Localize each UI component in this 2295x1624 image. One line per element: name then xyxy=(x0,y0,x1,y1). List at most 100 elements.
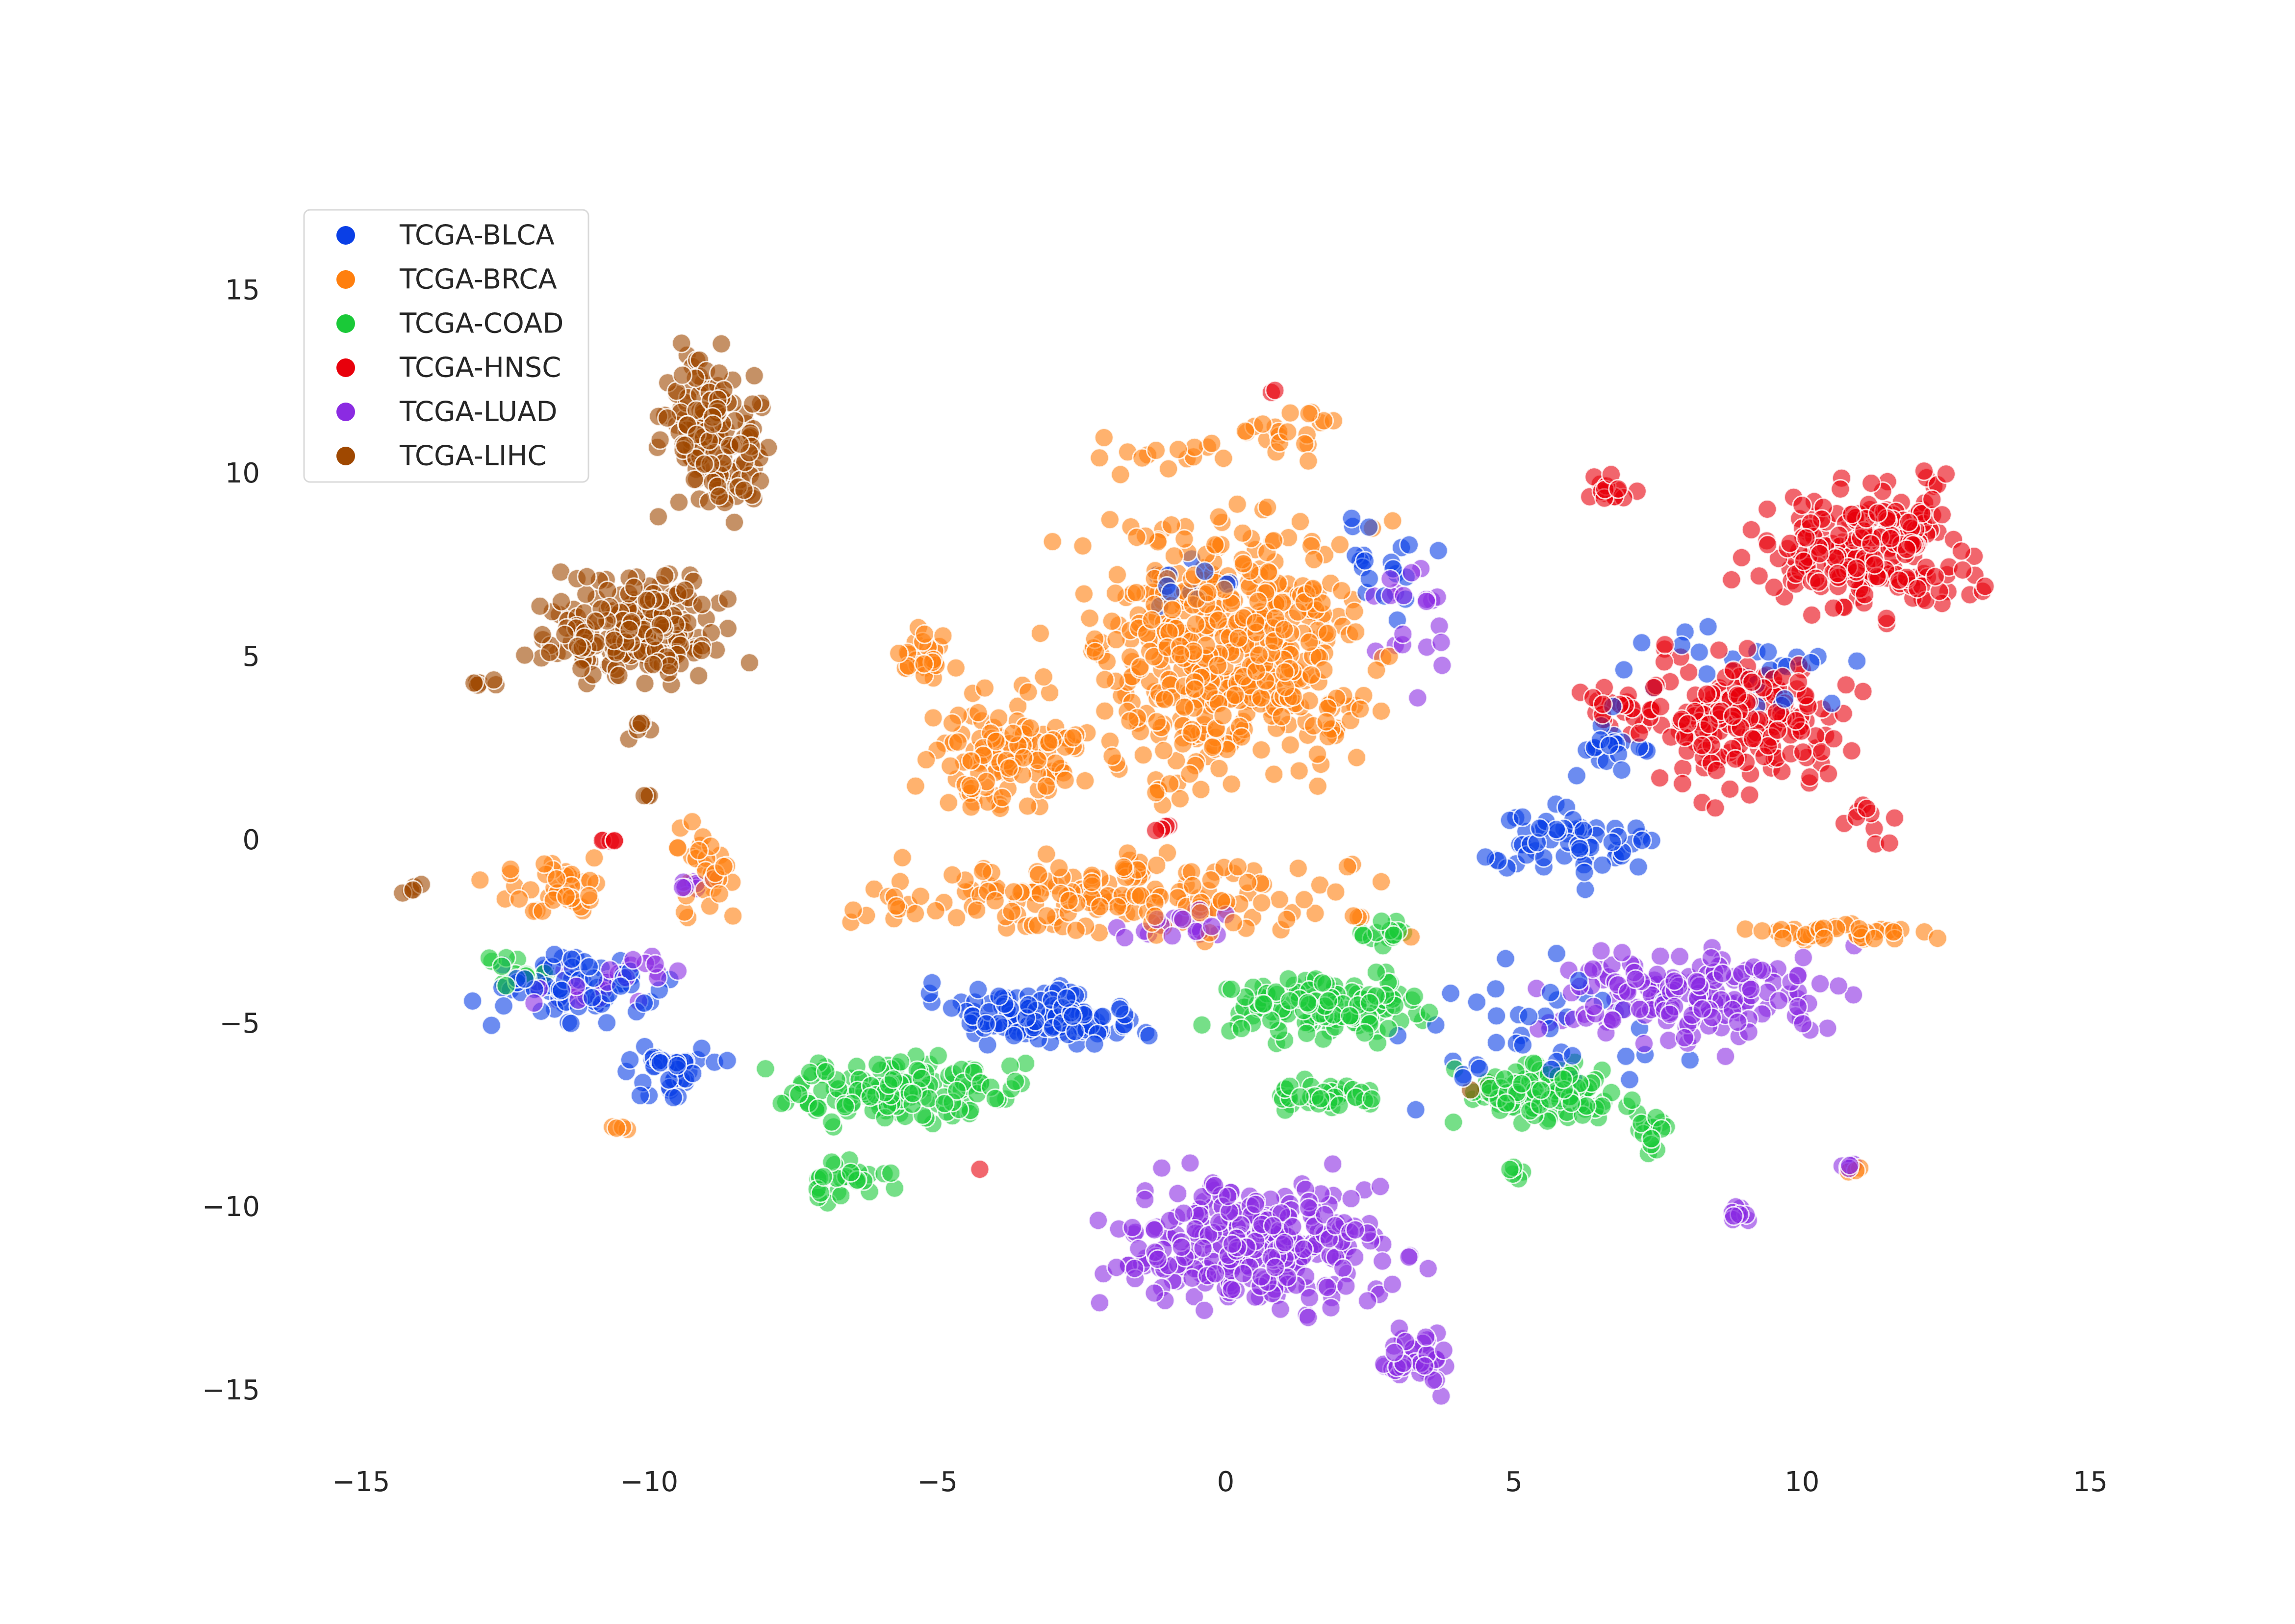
data-point-tcga-luad xyxy=(1792,1014,1813,1034)
data-point-tcga-coad xyxy=(1361,1089,1382,1109)
data-point-tcga-luad xyxy=(1393,585,1414,606)
data-point-tcga-brca xyxy=(1329,534,1350,555)
data-point-tcga-brca xyxy=(960,775,980,796)
data-point-tcga-brca xyxy=(972,861,993,882)
data-point-tcga-brca xyxy=(1130,657,1150,677)
data-point-tcga-luad xyxy=(1294,1239,1314,1259)
data-point-tcga-luad xyxy=(1151,1158,1172,1178)
data-point-tcga-brca xyxy=(1337,857,1358,877)
data-point-tcga-blca xyxy=(1486,1032,1506,1053)
data-point-tcga-brca xyxy=(1105,583,1125,604)
data-point-tcga-brca xyxy=(1030,623,1050,644)
data-point-tcga-coad xyxy=(911,1068,932,1089)
data-point-tcga-brca xyxy=(1752,921,1772,941)
data-point-tcga-luad xyxy=(1298,1307,1319,1328)
data-point-tcga-luad xyxy=(1089,1293,1110,1313)
data-point-tcga-hnsc xyxy=(1936,464,1956,484)
data-point-tcga-hnsc xyxy=(1655,634,1675,655)
data-point-tcga-brca xyxy=(1773,928,1793,949)
data-point-tcga-brca xyxy=(1170,788,1190,809)
data-point-tcga-luad xyxy=(1724,1206,1744,1226)
data-point-tcga-hnsc xyxy=(1723,706,1743,726)
data-point-tcga-luad xyxy=(1233,1264,1253,1284)
data-point-tcga-blca xyxy=(1359,568,1379,589)
data-point-tcga-hnsc xyxy=(1828,563,1848,584)
data-point-tcga-lihc xyxy=(711,333,732,354)
data-point-tcga-luad xyxy=(1135,1189,1155,1210)
data-point-tcga-brca xyxy=(1154,689,1175,710)
data-point-tcga-brca xyxy=(1290,511,1310,532)
data-point-tcga-brca xyxy=(1213,448,1234,469)
data-point-tcga-hnsc xyxy=(1723,660,1744,681)
data-point-tcga-lihc xyxy=(758,437,779,458)
data-point-tcga-brca xyxy=(606,1118,627,1139)
data-point-tcga-blca xyxy=(650,1053,670,1073)
data-point-tcga-luad xyxy=(1712,963,1733,984)
data-point-tcga-brca xyxy=(1072,535,1093,556)
data-point-tcga-brca xyxy=(1142,609,1162,630)
data-point-tcga-luad xyxy=(1162,926,1182,946)
data-point-tcga-brca xyxy=(1101,611,1122,632)
data-point-tcga-brca xyxy=(1213,705,1233,726)
data-point-tcga-blca xyxy=(667,1055,688,1076)
legend: TCGA-BLCA TCGA-BRCA TCGA-COAD TCGA-HNSC TCGA… xyxy=(303,209,589,483)
data-point-tcga-brca xyxy=(1200,870,1221,890)
data-point-tcga-blca xyxy=(1569,970,1589,991)
data-point-tcga-lihc xyxy=(604,630,624,651)
x-tick-label: 10 xyxy=(1785,1466,1819,1498)
data-point-tcga-luad xyxy=(1088,1210,1108,1231)
data-point-tcga-brca xyxy=(556,886,576,907)
data-point-tcga-brca xyxy=(1162,599,1183,620)
data-point-tcga-luad xyxy=(1393,624,1413,644)
data-point-tcga-brca xyxy=(1094,428,1114,448)
data-point-tcga-blca xyxy=(561,1013,581,1034)
data-point-tcga-hnsc xyxy=(1810,543,1830,564)
data-point-tcga-brca xyxy=(1214,579,1234,600)
legend-label: TCGA-LUAD xyxy=(399,396,558,428)
data-point-tcga-hnsc xyxy=(1925,566,1945,587)
data-point-tcga-brca xyxy=(1347,747,1367,768)
data-point-tcga-brca xyxy=(1231,727,1252,747)
data-point-tcga-coad xyxy=(985,1088,1005,1109)
data-point-tcga-lihc xyxy=(691,640,712,661)
data-point-tcga-brca xyxy=(1120,710,1140,731)
data-point-tcga-brca xyxy=(942,713,963,734)
data-point-tcga-lihc xyxy=(586,611,606,632)
data-point-tcga-brca xyxy=(1018,682,1039,702)
data-point-tcga-coad xyxy=(1359,992,1380,1013)
data-point-tcga-hnsc xyxy=(1829,525,1849,545)
data-point-tcga-brca xyxy=(1276,909,1297,930)
data-point-tcga-brca xyxy=(1042,532,1063,552)
data-point-tcga-hnsc xyxy=(1767,720,1788,740)
data-point-tcga-luad xyxy=(1674,1027,1695,1048)
data-point-tcga-brca xyxy=(1350,699,1371,719)
data-point-tcga-hnsc xyxy=(1679,662,1699,683)
data-point-tcga-hnsc xyxy=(1841,504,1862,525)
x-tick-label: −10 xyxy=(620,1466,678,1498)
data-point-tcga-brca xyxy=(1295,433,1315,454)
data-point-tcga-brca xyxy=(1013,748,1034,768)
data-point-tcga-brca xyxy=(1280,735,1300,755)
data-point-tcga-brca xyxy=(843,900,864,920)
data-point-tcga-brca xyxy=(1095,701,1115,721)
data-point-tcga-luad xyxy=(1173,909,1193,930)
data-point-tcga-brca xyxy=(1170,644,1191,665)
data-point-tcga-brca xyxy=(1146,440,1166,460)
data-point-tcga-luad xyxy=(1416,1327,1436,1347)
data-point-tcga-brca xyxy=(1264,764,1284,785)
data-point-tcga-brca xyxy=(1326,882,1346,902)
data-point-tcga-coad xyxy=(890,1052,911,1072)
data-point-tcga-brca xyxy=(967,900,987,920)
data-point-tcga-brca xyxy=(986,731,1006,752)
data-point-tcga-brca xyxy=(1258,561,1278,582)
data-point-tcga-blca xyxy=(1466,992,1487,1013)
data-point-tcga-brca xyxy=(1145,906,1165,926)
data-point-tcga-luad xyxy=(1357,1291,1378,1311)
data-point-tcga-luad xyxy=(1582,959,1603,979)
data-point-tcga-blca xyxy=(620,1049,640,1070)
data-point-tcga-luad xyxy=(1591,940,1611,961)
data-point-tcga-hnsc xyxy=(1793,742,1813,762)
data-point-tcga-luad xyxy=(1787,996,1808,1017)
data-point-tcga-luad xyxy=(1692,999,1712,1019)
data-point-tcga-luad xyxy=(1275,1232,1295,1253)
